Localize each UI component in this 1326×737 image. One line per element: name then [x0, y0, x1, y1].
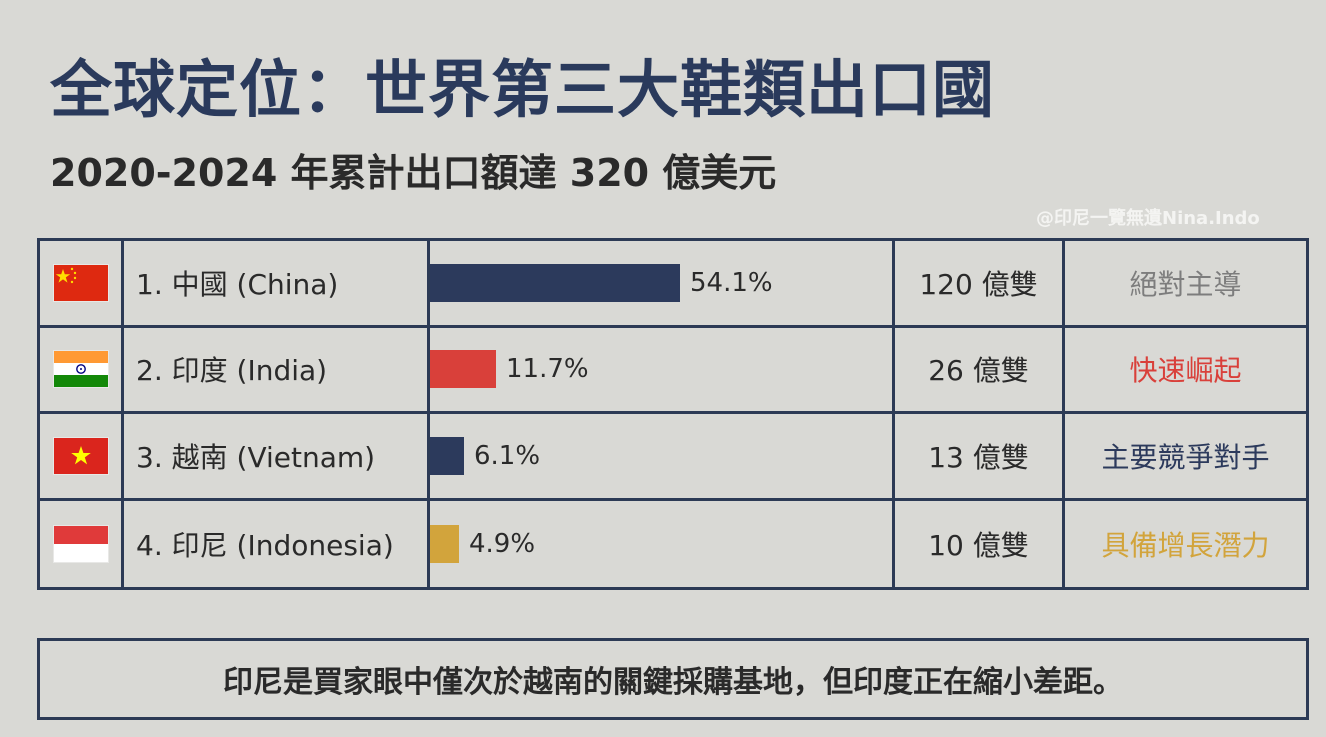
flag-cell: [40, 327, 124, 414]
status-tag: 快速崛起: [1065, 328, 1306, 414]
share-label: 11.7%: [506, 354, 589, 385]
share-bar: [430, 263, 680, 302]
share-bar-cell: 6.1%: [430, 414, 895, 501]
vietnam-flag-icon: [53, 437, 108, 474]
country-name: 3. 越南 (Vietnam): [124, 414, 430, 501]
watermark: @印尼一覽無遺Nina.Indo: [1036, 208, 1260, 229]
share-label: 54.1%: [690, 267, 773, 298]
share-label: 6.1%: [474, 440, 541, 471]
share-bar-cell: 4.9%: [430, 500, 895, 587]
china-flag-icon: [53, 264, 108, 301]
indonesia-flag-icon: [53, 525, 108, 562]
share-bar: [430, 524, 459, 563]
share-label: 4.9%: [469, 528, 536, 559]
ranking-table: 1. 中國 (China) 54.1% 120 億雙 絕對主導 2. 印度 (I…: [37, 238, 1309, 590]
summary-note: 印尼是買家眼中僅次於越南的關鍵採購基地，但印度正在縮小差距。: [223, 665, 1123, 700]
volume-cell: 26 億雙: [895, 327, 1065, 414]
status-tag: 主要競爭對手: [1065, 414, 1306, 501]
status-tag: 具備增長潛力: [1101, 528, 1270, 562]
share-bar-cell: 11.7%: [430, 327, 895, 414]
page-subtitle: 2020-2024 年累計出口額達 320 億美元: [50, 151, 777, 195]
flag-cell: [40, 414, 124, 501]
country-name: 1. 中國 (China): [124, 241, 430, 328]
share-bar-cell: 54.1%: [430, 241, 895, 328]
flag-cell: [40, 500, 124, 587]
volume-cell: 13 億雙: [895, 414, 1065, 501]
flag-cell: [40, 241, 124, 328]
country-name: 2. 印度 (India): [124, 327, 430, 414]
volume-cell: 10 億雙: [895, 500, 1065, 587]
share-bar: [430, 350, 496, 389]
country-name: 4. 印尼 (Indonesia): [124, 500, 430, 587]
share-bar: [430, 436, 464, 475]
status-tag: 絕對主導: [1065, 241, 1306, 328]
india-flag-icon: [53, 351, 108, 388]
summary-note-box: 印尼是買家眼中僅次於越南的關鍵採購基地，但印度正在縮小差距。: [37, 638, 1309, 720]
volume-cell: 120 億雙: [895, 241, 1065, 328]
page-title: 全球定位：世界第三大鞋類出口國: [50, 53, 996, 126]
